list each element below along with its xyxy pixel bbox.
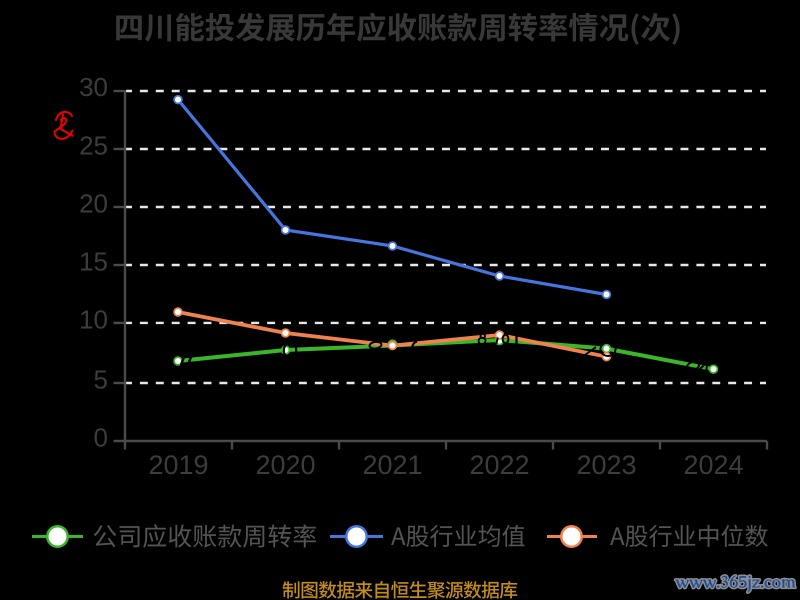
svg-text:0: 0 xyxy=(94,423,108,453)
svg-text:25: 25 xyxy=(79,131,108,161)
svg-text:2021: 2021 xyxy=(362,450,422,480)
svg-text:20: 20 xyxy=(79,189,108,219)
svg-text:15: 15 xyxy=(79,247,108,277)
svg-text:5: 5 xyxy=(94,365,108,395)
svg-text:10: 10 xyxy=(79,304,108,334)
svg-text:30: 30 xyxy=(79,72,108,102)
svg-text:2022: 2022 xyxy=(469,450,529,480)
svg-text:2023: 2023 xyxy=(576,450,636,480)
svg-text:2024: 2024 xyxy=(683,450,743,480)
svg-text:2019: 2019 xyxy=(148,450,208,480)
svg-text:2020: 2020 xyxy=(255,450,315,480)
